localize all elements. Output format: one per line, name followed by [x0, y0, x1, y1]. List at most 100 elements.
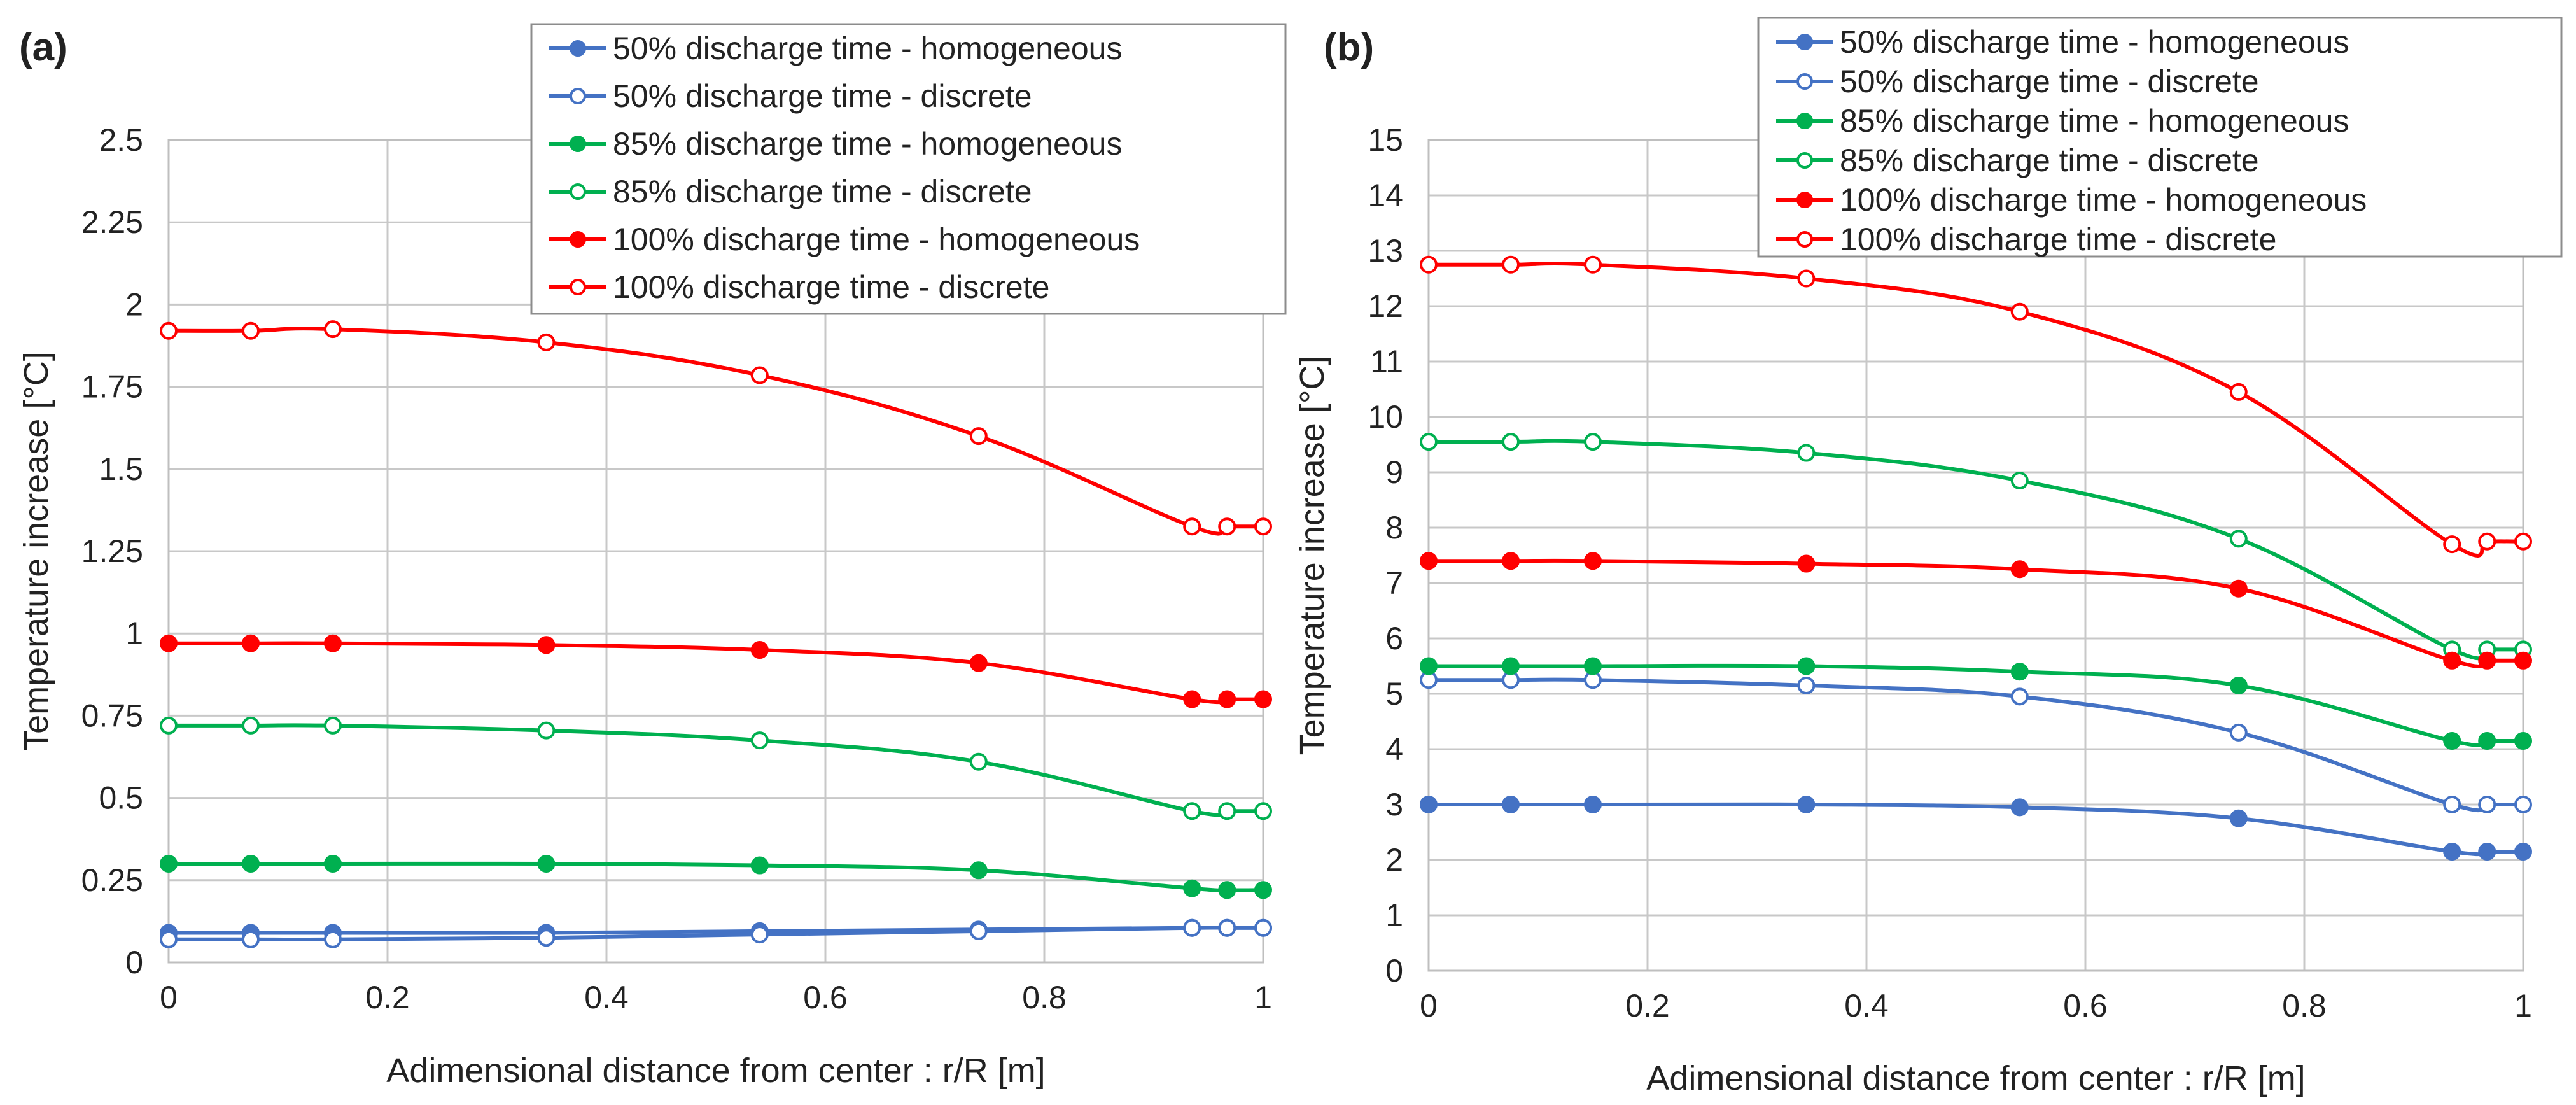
- data-point: [2514, 842, 2532, 861]
- legend-label: 100% discharge time - discrete: [613, 269, 1049, 305]
- legend-label: 50% discharge time - discrete: [613, 78, 1032, 114]
- data-point: [969, 861, 988, 880]
- data-point: [2514, 532, 2532, 551]
- data-point: [2514, 796, 2532, 813]
- data-point: [969, 654, 988, 672]
- data-point: [1797, 269, 1816, 288]
- legend-item: 100% discharge time - discrete: [549, 269, 1049, 305]
- data-point: [537, 636, 556, 654]
- data-point: [2478, 651, 2496, 670]
- data-point: [1254, 918, 1272, 937]
- y-tick-label: 4: [1385, 731, 1403, 767]
- data-point: [1218, 881, 1236, 899]
- legend-item: 85% discharge time - discrete: [549, 174, 1032, 209]
- legend-marker: [570, 136, 586, 152]
- x-tick-label: 0.6: [803, 980, 848, 1015]
- legend-label: 100% discharge time - discrete: [1840, 222, 2276, 257]
- y-tick-label: 0: [1385, 953, 1403, 989]
- data-point: [1797, 657, 1816, 675]
- legend-label: 100% discharge time - homogeneous: [613, 222, 1140, 257]
- data-point: [160, 716, 178, 735]
- data-point: [969, 922, 988, 940]
- legend-item: 50% discharge time - homogeneous: [549, 31, 1122, 66]
- y-tick-label: 6: [1385, 621, 1403, 656]
- legend-marker: [570, 279, 586, 295]
- y-tick-label: 0.75: [81, 698, 143, 733]
- data-point: [1183, 802, 1201, 820]
- data-point: [324, 930, 342, 948]
- x-tick-label: 0.8: [1022, 980, 1067, 1015]
- legend-marker: [1796, 113, 1813, 129]
- y-tick-label: 13: [1368, 233, 1403, 269]
- data-point: [160, 321, 178, 340]
- y-tick-label: 2.25: [81, 204, 143, 240]
- series-1: [160, 918, 1272, 948]
- data-point: [2229, 579, 2248, 598]
- legend-label: 50% discharge time - discrete: [1840, 64, 2259, 99]
- data-point: [537, 854, 556, 873]
- legend-box: [530, 23, 1287, 315]
- data-point: [2478, 796, 2496, 813]
- x-axis-label: Adimensional distance from center : r/R …: [1646, 1059, 2305, 1097]
- panel-label: (b): [1324, 25, 1374, 69]
- data-point: [1183, 918, 1201, 937]
- data-point: [1183, 517, 1201, 536]
- data-point: [1502, 433, 1520, 451]
- data-point: [1502, 552, 1520, 570]
- legend-label: 50% discharge time - homogeneous: [1840, 24, 2349, 60]
- data-point: [2229, 383, 2248, 401]
- y-tick-label: 8: [1385, 510, 1403, 545]
- data-point: [2478, 842, 2496, 861]
- data-point: [1420, 552, 1438, 570]
- x-tick-label: 0: [1420, 988, 1438, 1024]
- y-tick-label: 14: [1368, 178, 1403, 213]
- data-point: [2010, 472, 2029, 490]
- series-0: [1420, 796, 2532, 861]
- data-point: [537, 333, 556, 351]
- y-tick-label: 10: [1368, 399, 1403, 435]
- legend-label: 85% discharge time - discrete: [613, 174, 1032, 209]
- data-point: [1502, 657, 1520, 675]
- x-tick-label: 1: [2514, 988, 2532, 1024]
- data-point: [1584, 657, 1602, 675]
- data-point: [2443, 842, 2461, 861]
- legend-item: 50% discharge time - homogeneous: [1776, 24, 2349, 60]
- data-point: [750, 856, 769, 875]
- data-point: [242, 321, 260, 340]
- data-point: [2478, 532, 2496, 551]
- x-tick-label: 0.4: [584, 980, 629, 1015]
- data-point: [1584, 255, 1602, 274]
- data-point: [537, 721, 556, 740]
- legend: 50% discharge time - homogeneous 50% disc…: [530, 23, 1287, 315]
- data-point: [160, 930, 178, 948]
- data-point: [1797, 554, 1816, 573]
- data-point: [2478, 731, 2496, 750]
- data-point: [1420, 255, 1438, 274]
- x-tick-label: 0.2: [365, 980, 410, 1015]
- y-axis-label: Temperature increase [°C]: [17, 351, 55, 751]
- data-point: [750, 731, 769, 750]
- y-tick-label: 2: [125, 286, 143, 322]
- data-point: [750, 926, 769, 944]
- data-point: [1797, 444, 1816, 462]
- y-tick-label: 11: [1370, 344, 1403, 379]
- y-tick-label: 1.25: [81, 533, 143, 569]
- y-tick-label: 2: [1385, 842, 1403, 878]
- legend-marker: [1796, 192, 1813, 208]
- legend-item: 100% discharge time - discrete: [1776, 222, 2276, 257]
- legend-marker: [570, 183, 586, 200]
- series-4: [160, 634, 1272, 708]
- y-tick-label: 1.5: [99, 451, 143, 487]
- legend-marker: [570, 88, 586, 104]
- legend-label: 85% discharge time - homogeneous: [613, 126, 1122, 162]
- series-5: [160, 320, 1272, 536]
- data-point: [1218, 802, 1236, 820]
- legend-label: 85% discharge time - discrete: [1840, 143, 2259, 178]
- data-point: [2229, 809, 2248, 827]
- series-1: [1420, 671, 2532, 813]
- data-point: [1218, 690, 1236, 708]
- y-tick-label: 1: [1385, 897, 1403, 933]
- y-tick-label: 5: [1385, 676, 1403, 712]
- x-tick-label: 0: [160, 980, 178, 1015]
